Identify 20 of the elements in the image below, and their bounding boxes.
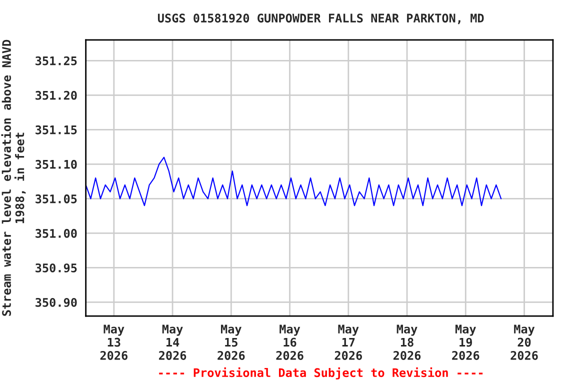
line-series xyxy=(86,156,502,206)
chart-title: USGS 01581920 GUNPOWDER FALLS NEAR PARKTON, MD xyxy=(158,14,484,24)
y-tick-label: 351.10 xyxy=(36,160,77,169)
y-tick-label: 351.15 xyxy=(36,125,77,134)
y-tick-label: 351.20 xyxy=(36,90,77,100)
x-tick-label: May 15 2026 xyxy=(218,324,245,360)
y-tick-label: 351.05 xyxy=(36,194,77,204)
x-tick-label: May 20 2026 xyxy=(510,324,538,360)
x-tick-label: May 18 2026 xyxy=(393,324,421,360)
y-tick-label: 350.90 xyxy=(36,298,77,307)
y-tick-label: 351.25 xyxy=(36,56,77,66)
y-axis-title: Stream water level elevation above NAVD 1988, in feet xyxy=(1,40,26,316)
x-tick-label: May 17 2026 xyxy=(334,324,362,360)
x-tick-label: May 16 2026 xyxy=(276,324,304,360)
x-tick-label: May 14 2026 xyxy=(158,324,186,360)
x-tick-label: May 13 2026 xyxy=(100,324,128,360)
text: ---- Provisional Data Subject to Revision ---- xyxy=(159,367,483,380)
y-tick-label: 351.00 xyxy=(36,228,77,238)
x-tick-label: May 19 2026 xyxy=(452,324,480,360)
y-tick-label: 350.95 xyxy=(36,263,77,272)
